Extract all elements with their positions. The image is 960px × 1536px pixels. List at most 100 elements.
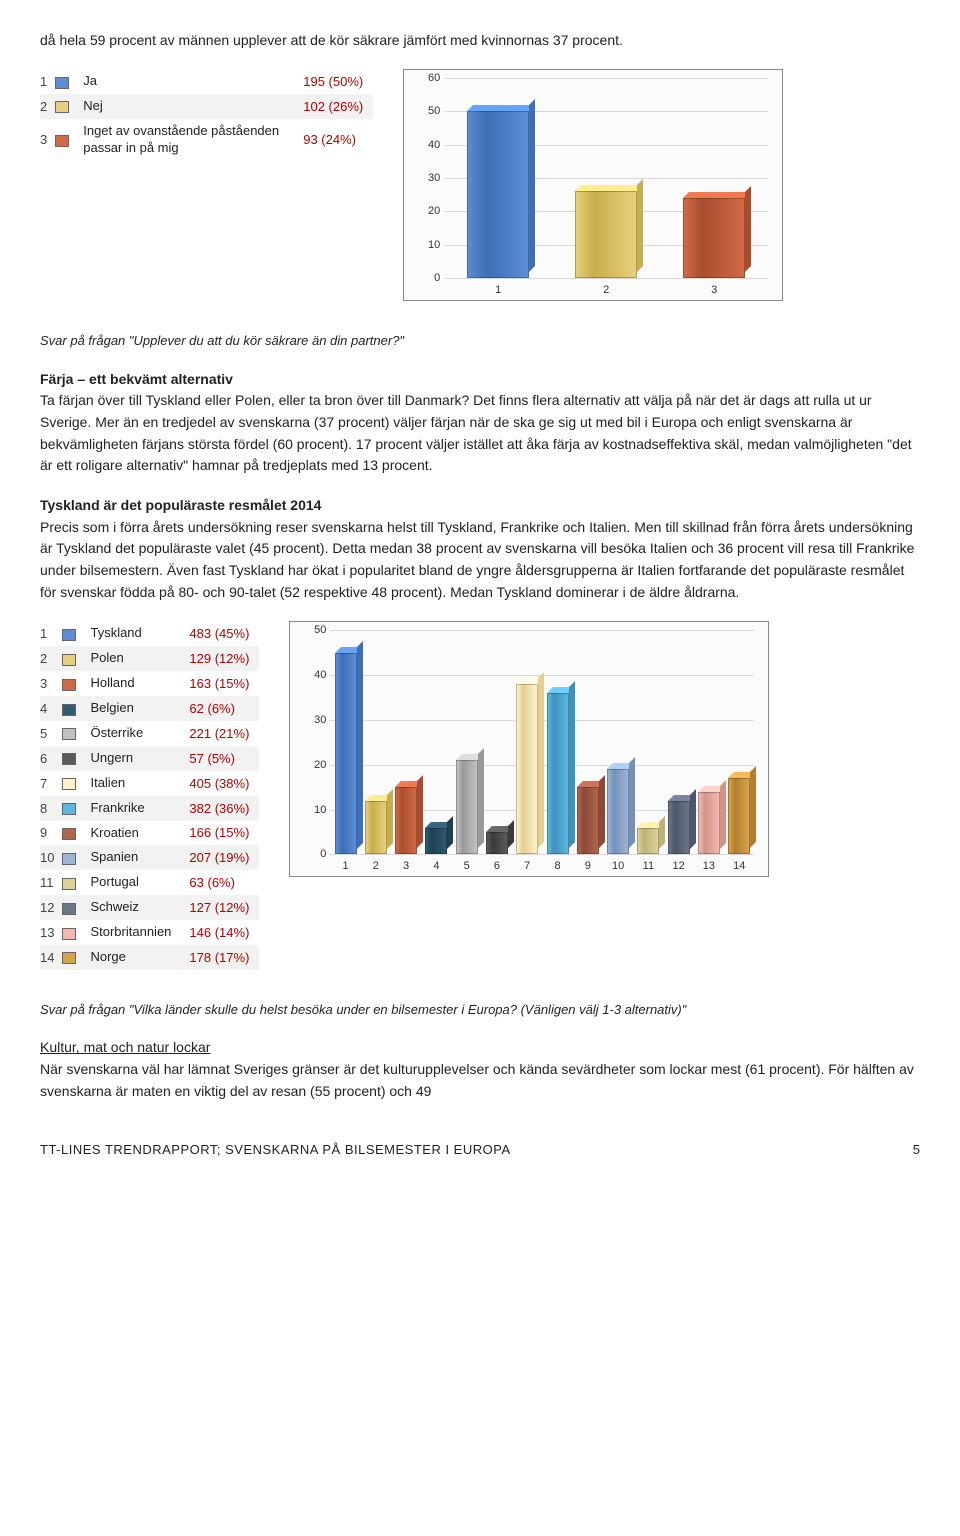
chart-bar [467,111,529,278]
legend-swatch [62,828,76,840]
legend-table-1: 1Ja195 (50%)2 Nej102 (26%) 3 Inget av ovans… [40,69,373,161]
legend-count: 57 (5%) [189,746,259,771]
legend-count: 127 (12%) [189,895,259,920]
legend-count: 178 (17%) [189,945,259,970]
legend-swatch [62,903,76,915]
legend-swatch-cell [62,920,90,945]
legend-swatch-cell [55,94,83,119]
legend-swatch-cell [62,771,90,796]
bar-chart-2: 010203040501234567891011121314 [289,621,769,877]
legend-count: 102 (26%) [303,94,373,119]
legend-swatch [55,77,69,89]
chart-ytick: 30 [414,172,440,184]
legend-row: 2 Nej102 (26%) [40,94,373,119]
chart-bar [607,769,629,854]
chart-bar [395,787,417,854]
legend-swatch [62,853,76,865]
legend-index: 6 [40,746,62,771]
chart-xtick: 1 [335,860,357,872]
legend-swatch-cell [62,945,90,970]
legend-row: 3Holland163 (15%) [40,671,259,696]
legend-swatch-cell [62,696,90,721]
chart-bar [516,684,538,854]
chart-xtick: 14 [728,860,750,872]
legend-index: 14 [40,945,62,970]
chart-xtick: 10 [607,860,629,872]
legend-count: 195 (50%) [303,69,373,94]
legend-swatch [62,928,76,940]
legend-swatch-cell [62,895,90,920]
legend-row: 8Frankrike382 (36%) [40,796,259,821]
legend-label: Polen [90,646,189,671]
chart-bar [668,801,690,855]
legend-swatch-cell [55,69,83,94]
chart-ytick: 10 [414,239,440,251]
legend-swatch-cell [55,119,83,161]
chart-ytick: 40 [300,669,326,681]
legend-row: 12Schweiz127 (12%) [40,895,259,920]
legend-table-2: 1Tyskland483 (45%)2Polen129 (12%)3Hollan… [40,621,259,969]
section-culture: Kultur, mat och natur lockar När svenska… [40,1037,920,1102]
page-footer: TT-LINES TRENDRAPPORT; SVENSKARNA PÅ BIL… [40,1142,920,1157]
chart-block-1: 1Ja195 (50%)2Nej102 (26%)3Inget av ovans… [40,69,920,301]
chart-gridline [330,854,754,855]
legend-row: 6 Ungern57 (5%) [40,746,259,771]
legend-label: Ungern [90,746,189,771]
legend-row: 1Ja195 (50%) [40,69,373,94]
legend-index: 11 [40,870,62,895]
legend-index: 5 [40,721,62,746]
legend-swatch-cell [62,621,90,646]
legend-swatch-cell [62,821,90,846]
chart-xtick: 5 [456,860,478,872]
legend-row: 9Kroatien166 (15%) [40,821,259,846]
legend-row: 1Tyskland483 (45%) [40,621,259,646]
legend-index: 10 [40,845,62,870]
legend-index: 7 [40,771,62,796]
legend-swatch-cell [62,671,90,696]
legend-count: 483 (45%) [189,621,259,646]
legend-row: 13Storbritannien146 (14%) [40,920,259,945]
legend-count: 382 (36%) [189,796,259,821]
legend-label: Nej [83,94,303,119]
chart-xtick: 12 [668,860,690,872]
chart-xtick: 11 [637,860,659,872]
legend-count: 93 (24%) [303,119,373,161]
chart-xtick: 6 [486,860,508,872]
legend-swatch [62,952,76,964]
legend-swatch [62,778,76,790]
legend-row: 14Norge178 (17%) [40,945,259,970]
heading-germany: Tyskland är det populäraste resmålet 201… [40,497,321,513]
chart-xtick: 2 [575,284,637,296]
legend-count: 62 (6%) [189,696,259,721]
legend-count: 405 (38%) [189,771,259,796]
chart-bar [728,778,750,854]
legend-index: 8 [40,796,62,821]
legend-index: 3 [40,119,55,161]
chart-bar [486,832,508,854]
legend-swatch [62,629,76,641]
legend-row: 3 Inget av ovanstående påståenden passar … [40,119,373,161]
chart-bar [698,792,720,855]
legend-swatch [62,803,76,815]
chart-ytick: 50 [300,624,326,636]
chart-bar [637,828,659,855]
para-ferry-text: Ta färjan över till Tyskland eller Polen… [40,392,912,473]
section-germany: Tyskland är det populäraste resmålet 201… [40,495,920,603]
chart-bar [577,787,599,854]
legend-index: 2 [40,94,55,119]
legend-swatch [62,728,76,740]
legend-swatch-cell [62,646,90,671]
legend-swatch [55,101,69,113]
chart-xtick: 13 [698,860,720,872]
chart-bar [575,191,637,278]
legend-index: 4 [40,696,62,721]
chart-xtick: 8 [547,860,569,872]
legend-count: 63 (6%) [189,870,259,895]
legend-label: Belgien [90,696,189,721]
chart-bar [425,828,447,855]
chart-xtick: 2 [365,860,387,872]
legend-label: Inget av ovanstående påståenden passar i… [83,119,303,161]
legend-row: 4 Belgien62 (6%) [40,696,259,721]
chart-xtick: 4 [425,860,447,872]
para-germany-text: Precis som i förra årets undersökning re… [40,519,914,600]
